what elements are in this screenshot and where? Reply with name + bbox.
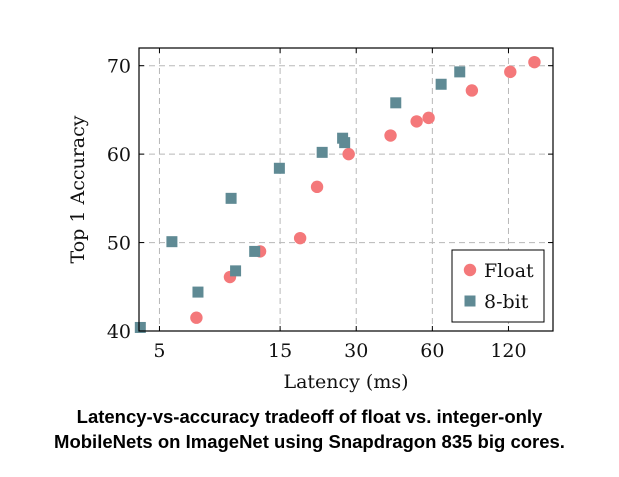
x-tick-label: 60 [420, 340, 444, 362]
int8-point [249, 245, 261, 257]
int8-point [273, 162, 285, 174]
legend-label: 8-bit [484, 291, 529, 313]
x-tick-label: 5 [153, 340, 165, 362]
int8-point [166, 236, 178, 248]
int8-point [454, 66, 466, 78]
legend: Float 8-bit [451, 249, 545, 323]
caption-line-1: Latency-vs-accuracy tradeoff of float vs… [76, 406, 543, 427]
float-point [528, 55, 541, 69]
float-point [342, 147, 355, 161]
series-float [190, 55, 541, 324]
float-point [310, 180, 324, 194]
y-tick-label: 40 [107, 321, 131, 343]
legend-label: Float [484, 260, 534, 282]
plot-frame [138, 47, 554, 332]
int8-point [230, 265, 242, 277]
int8-point [316, 146, 328, 158]
float-point [465, 84, 479, 97]
chart-canvas: 5 15 30 60 120 40 50 60 70 Latency (ms) Top 1 Ac… [67, 47, 554, 393]
figure-caption: Latency-vs-accuracy tradeoff of float vs… [0, 404, 619, 454]
caption-line-2: MobileNets on ImageNet using Snapdragon … [54, 431, 565, 452]
y-tick-label: 60 [107, 144, 131, 166]
int8-point [339, 137, 351, 149]
int8-point [390, 97, 402, 109]
legend-int8-marker [464, 295, 476, 307]
float-point [190, 311, 203, 324]
float-point [422, 111, 435, 125]
y-tick-label: 50 [107, 233, 131, 255]
x-tick-label: 120 [490, 340, 526, 362]
x-axis-title: Latency (ms) [283, 371, 408, 393]
scatter-chart: 5 15 30 60 120 40 50 60 70 Latency (ms) Top 1 Ac… [67, 47, 554, 393]
int8-point [192, 286, 204, 298]
axis-ticks: 5 15 30 60 120 40 50 60 70 [107, 48, 553, 362]
float-point [293, 231, 307, 245]
series-8-bit [134, 66, 466, 333]
legend-box [451, 249, 545, 323]
float-point [504, 65, 517, 79]
int8-point [225, 192, 237, 204]
data-points [134, 55, 541, 333]
int8-point [134, 321, 146, 333]
legend-float-marker [463, 263, 477, 277]
x-tick-label: 15 [268, 340, 292, 362]
int8-point [435, 78, 447, 90]
float-point [410, 115, 423, 128]
y-tick-label: 70 [107, 56, 131, 78]
x-tick-label: 30 [344, 340, 368, 362]
y-axis-title: Top 1 Accuracy [67, 115, 89, 263]
float-point [384, 129, 397, 142]
